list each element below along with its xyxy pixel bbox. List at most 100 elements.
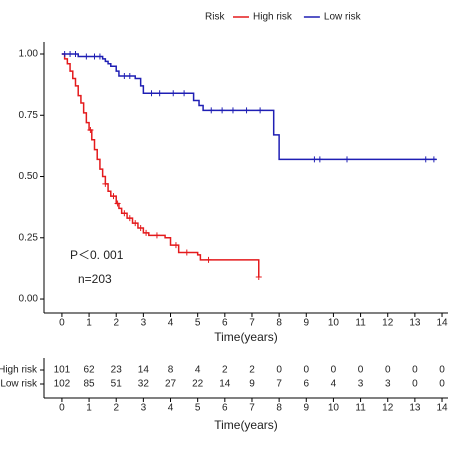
x-tick-label: 12	[382, 318, 394, 329]
censor-mark	[243, 107, 250, 114]
x-tick-label: 6	[222, 318, 228, 329]
x-tick-label: 14	[436, 403, 448, 414]
at-risk-count: 22	[192, 379, 204, 390]
censor-mark	[67, 51, 74, 58]
x-tick-label: 9	[303, 403, 309, 414]
censor-mark	[205, 256, 212, 263]
at-risk-count: 4	[195, 365, 201, 376]
at-risk-count: 62	[84, 365, 96, 376]
censor-mark	[257, 107, 264, 114]
x-tick-label: 11	[355, 403, 366, 414]
x-tick-label: 5	[195, 403, 201, 414]
at-risk-count: 9	[249, 379, 255, 390]
annotation: P＜0. 001	[70, 248, 124, 262]
y-tick-label: 1.00	[19, 49, 39, 60]
at-risk-count: 0	[358, 365, 364, 376]
row-label: High risk	[0, 365, 38, 376]
x-tick-label: 9	[303, 318, 309, 329]
x-tick-label: 7	[249, 403, 255, 414]
x-tick-label: 7	[249, 318, 255, 329]
at-risk-count: 8	[168, 365, 174, 376]
censor-mark	[121, 73, 128, 80]
x-tick-label: 6	[222, 403, 228, 414]
at-risk-count: 0	[412, 379, 418, 390]
x-tick-label: 0	[59, 403, 65, 414]
y-tick-label: 0.25	[19, 232, 39, 243]
censor-mark	[148, 90, 155, 97]
x-tick-label: 5	[195, 318, 201, 329]
at-risk-count: 0	[331, 365, 337, 376]
at-risk-count: 3	[358, 379, 364, 390]
censor-mark	[96, 53, 103, 60]
row-label: Low risk	[0, 379, 38, 390]
at-risk-count: 6	[303, 379, 309, 390]
y-tick-label: 0.50	[19, 171, 39, 182]
censor-mark	[126, 73, 133, 80]
x-tick-label: 3	[141, 403, 147, 414]
y-tick-label: 0.00	[19, 294, 39, 305]
censor-mark	[126, 215, 133, 222]
censor-mark	[229, 107, 236, 114]
at-risk-count: 14	[219, 379, 231, 390]
x-tick-label: 8	[276, 318, 282, 329]
y-tick-label: 0.75	[19, 110, 39, 121]
censor-mark	[91, 53, 98, 60]
at-risk-count: 4	[331, 379, 337, 390]
censor-mark	[153, 232, 160, 239]
x-tick-label: 4	[168, 318, 174, 329]
censor-mark	[181, 90, 188, 97]
x-tick-label: 10	[328, 403, 340, 414]
x-tick-label: 10	[328, 318, 340, 329]
censor-mark	[121, 210, 128, 217]
at-risk-count: 14	[138, 365, 150, 376]
censor-mark	[170, 90, 177, 97]
censor-mark	[156, 90, 163, 97]
censor-mark	[143, 229, 150, 236]
at-risk-count: 23	[111, 365, 123, 376]
at-risk-count: 3	[385, 379, 391, 390]
censor-mark	[172, 242, 179, 249]
censor-mark	[316, 156, 323, 163]
x-tick-label: 12	[382, 403, 394, 414]
at-risk-count: 27	[165, 379, 177, 390]
x-tick-label: 13	[409, 403, 421, 414]
x-tick-label: 2	[113, 403, 119, 414]
x-tick-label: 13	[409, 318, 421, 329]
x-axis-title: Time(years)	[214, 418, 278, 432]
x-tick-label: 1	[86, 318, 92, 329]
legend-label: High risk	[253, 12, 293, 23]
survival-curve	[61, 53, 260, 277]
censor-mark	[219, 107, 226, 114]
at-risk-count: 7	[276, 379, 282, 390]
censor-mark	[102, 180, 109, 187]
x-tick-label: 14	[436, 318, 448, 329]
at-risk-count: 0	[385, 365, 391, 376]
at-risk-count: 32	[138, 379, 150, 390]
censor-mark	[87, 126, 94, 133]
at-risk-count: 0	[303, 365, 309, 376]
at-risk-count: 0	[439, 379, 445, 390]
at-risk-count: 0	[276, 365, 282, 376]
censor-mark	[183, 249, 190, 256]
at-risk-count: 102	[54, 379, 71, 390]
survival-curve	[61, 53, 437, 161]
at-risk-count: 2	[222, 365, 228, 376]
censor-mark	[208, 107, 215, 114]
x-tick-label: 8	[276, 403, 282, 414]
censor-mark	[132, 220, 139, 227]
censor-mark	[311, 156, 318, 163]
x-tick-label: 3	[141, 318, 147, 329]
censor-mark	[61, 51, 68, 58]
at-risk-count: 0	[412, 365, 418, 376]
legend-label: Low risk	[324, 12, 362, 23]
censor-mark	[137, 224, 144, 231]
at-risk-count: 85	[84, 379, 96, 390]
at-risk-count: 51	[111, 379, 123, 390]
x-tick-label: 1	[86, 403, 92, 414]
x-tick-label: 4	[168, 403, 174, 414]
at-risk-count: 0	[439, 365, 445, 376]
censor-mark	[83, 53, 90, 60]
censor-mark	[344, 156, 350, 163]
censor-mark	[422, 156, 429, 163]
